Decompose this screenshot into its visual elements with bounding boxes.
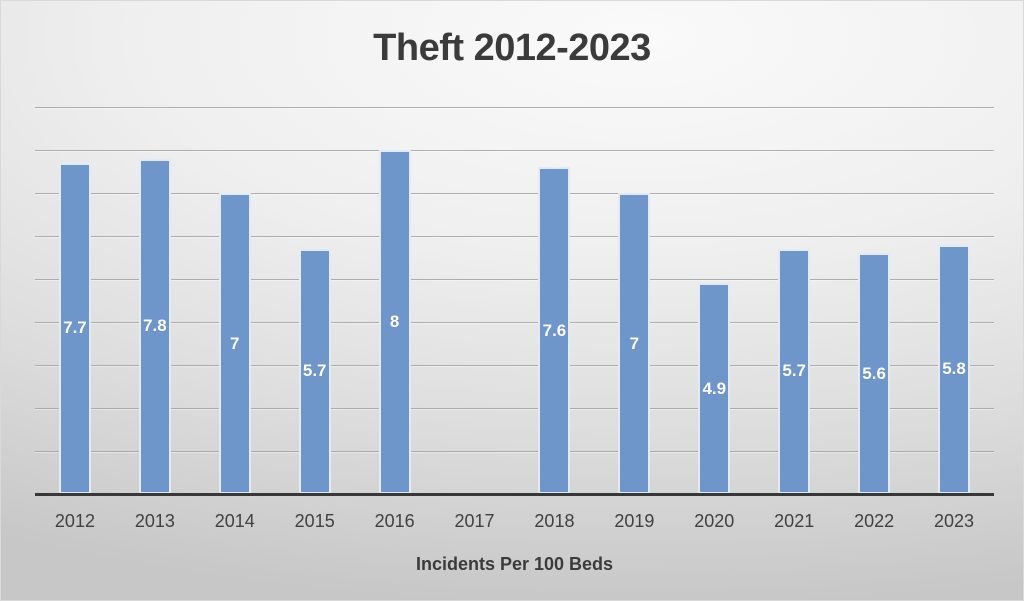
bar: 5.6 xyxy=(858,253,891,494)
gridline xyxy=(35,193,994,194)
x-axis-title: Incidents Per 100 Beds xyxy=(415,554,614,574)
bar-data-label: 7.8 xyxy=(143,316,167,336)
bar: 5.7 xyxy=(298,248,331,494)
gridline xyxy=(35,279,994,280)
bar: 7 xyxy=(218,193,251,494)
x-tick-label: 2021 xyxy=(774,511,815,531)
x-tick-label: 2017 xyxy=(454,511,495,531)
x-tick-label: 2020 xyxy=(694,511,735,531)
x-tick-label: 2016 xyxy=(374,511,415,531)
bar-data-label: 4.9 xyxy=(702,378,727,398)
bar: 7.6 xyxy=(538,167,571,494)
bar: 7.7 xyxy=(58,162,91,494)
bar-data-label: 5.6 xyxy=(862,363,886,383)
x-tick-label: 2023 xyxy=(934,511,975,531)
gridline xyxy=(35,107,994,108)
gridline xyxy=(35,408,994,409)
bar-data-label: 7.7 xyxy=(63,318,87,338)
x-tick-label: 2014 xyxy=(214,511,255,531)
bar: 4.9 xyxy=(698,283,731,494)
bar-data-label: 7 xyxy=(629,333,640,353)
chart-title: Theft 2012-2023 xyxy=(373,27,651,69)
x-tick-label: 2018 xyxy=(534,511,575,531)
bar: 5.8 xyxy=(938,244,971,494)
bar: 5.7 xyxy=(778,248,811,494)
x-axis-line xyxy=(35,493,994,496)
bar-data-label: 7.6 xyxy=(542,320,567,340)
x-tick-label: 2012 xyxy=(54,511,95,531)
gridline xyxy=(35,150,994,151)
gridline xyxy=(35,451,994,452)
x-tick-label: 2015 xyxy=(294,511,335,531)
gridline xyxy=(35,322,994,323)
gridline xyxy=(35,236,994,237)
x-tick-label: 2022 xyxy=(854,511,895,531)
x-tick-label: 2019 xyxy=(614,511,655,531)
bar-data-label: 5.7 xyxy=(782,361,807,381)
bar-data-label: 5.8 xyxy=(942,359,966,379)
bar-data-label: 8 xyxy=(389,312,400,331)
bar-data-label: 5.7 xyxy=(302,361,327,381)
bar-data-label: 7 xyxy=(230,333,240,353)
bar: 8 xyxy=(378,150,411,494)
gridline xyxy=(35,365,994,366)
bar: 7 xyxy=(618,193,651,494)
bar: 7.8 xyxy=(138,158,171,494)
x-tick-label: 2013 xyxy=(134,511,175,531)
